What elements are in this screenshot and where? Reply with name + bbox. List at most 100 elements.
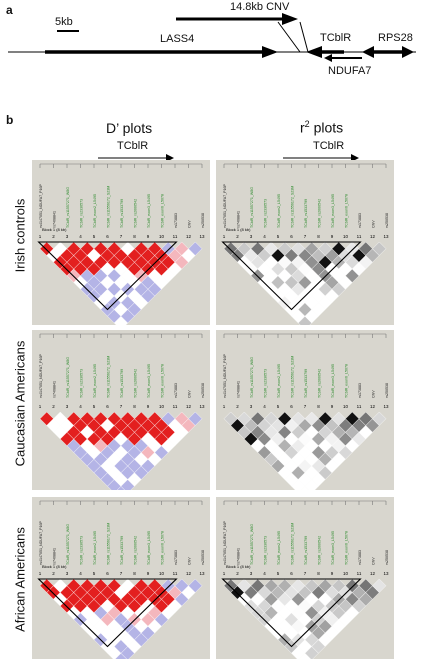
snp-index-label: 1 [223, 571, 226, 576]
scale-bar [57, 30, 79, 32]
snp-label: rs250538 [201, 550, 205, 565]
snp-index-label: 9 [331, 571, 334, 576]
snp-label: TCblR_rs11557271_W8G [66, 524, 70, 565]
snp-index-label: 9 [331, 404, 334, 409]
snp-label: TCblR_rs1533799 [304, 369, 308, 398]
snp-index-label: 9 [331, 234, 334, 239]
snp-label: TCblR_rs11557271_W8G [66, 187, 70, 228]
snp-index-label: 6 [290, 404, 293, 409]
dprime-arrow-gene-label: TCblR [117, 140, 149, 152]
snp-label: TCblR_rs2000542 [318, 199, 322, 228]
haplotype-block-outline [37, 241, 178, 311]
snp-label: TCblR_exon3_L5495 [331, 364, 335, 398]
ld-diamond [116, 485, 126, 490]
cnv-label: 14.8kb CNV [230, 1, 290, 13]
snp-label: TCblR_rs11556172_S23M [107, 356, 111, 398]
snp-index-label: 13 [199, 404, 205, 409]
snp-label: TCblR_rs2336573 [264, 536, 268, 565]
snp-label: TCblR_rs11556172_S23M [107, 186, 111, 228]
block-label: Block 1 (8 kb) [226, 564, 251, 569]
snp-index-label: 1 [39, 571, 42, 576]
ld-plot-irish-dprime: rs4147051_NDUFA7_P16P rs7408841 TCblR_rs11… [32, 160, 210, 325]
row-label-african: African Americans [12, 527, 28, 632]
snp-index-label: 12 [370, 404, 376, 409]
snp-label: TCblR_rs1533799 [304, 199, 308, 228]
snp-label: rs173883 [174, 550, 178, 565]
snp-index-label: 8 [133, 234, 136, 239]
snp-index-label: 12 [186, 571, 192, 576]
snp-label: TCblR_rs2336573 [264, 199, 268, 228]
snp-label: rs4147051_NDUFA7_P16P [39, 183, 43, 228]
snp-label: CNV [372, 220, 376, 228]
snp-label: TCblR_rs1533799 [120, 536, 124, 565]
snp-label: TCblR_exon6_L5078 [161, 531, 165, 565]
snp-index-label: 1 [39, 404, 42, 409]
snp-label: rs7408841 [53, 381, 57, 398]
snp-label: rs7408841 [53, 211, 57, 228]
snp-label: TCblR_rs11556172_S23M [291, 356, 295, 398]
snp-index-label: 6 [290, 234, 293, 239]
snp-label: rs173883 [358, 383, 362, 398]
snp-index-label: 2 [52, 404, 55, 409]
ld-plot-caucasian-r2: rs4147051_NDUFA7_P16P rs7408841 TCblR_rs11… [216, 330, 394, 490]
snp-index-label: 8 [317, 404, 320, 409]
snp-label: TCblR_rs2336573 [264, 369, 268, 398]
gene-map [8, 13, 416, 62]
snp-index-label: 7 [120, 571, 123, 576]
snp-index-label: 11 [173, 571, 178, 576]
snp-label: TCblR_rs2336573 [80, 199, 84, 228]
snp-label: TCblR_rs2336573 [80, 536, 84, 565]
snp-label: TCblR_rs11557271_W8G [250, 187, 254, 228]
gene-label-ndufa7: NDUFA7 [328, 65, 372, 77]
snp-label: rs7408841 [53, 548, 57, 565]
panel-a-label: a [6, 3, 13, 17]
ld-diamond [372, 241, 387, 256]
snp-index-label: 10 [159, 571, 165, 576]
panel-b-label: b [6, 113, 14, 127]
snp-index-label: 8 [317, 234, 320, 239]
snp-index-label: 6 [106, 404, 109, 409]
snp-label: rs250538 [201, 213, 205, 228]
snp-label: TCblR_exon6_L5078 [161, 364, 165, 398]
snp-label: rs173883 [174, 383, 178, 398]
snp-index-label: 3 [250, 571, 253, 576]
block-label: Block 1 (8 kb) [42, 564, 67, 569]
haplotype-block-outline [221, 241, 362, 311]
snp-label: rs4147051_NDUFA7_P16P [39, 520, 43, 565]
snp-label: CNV [188, 220, 192, 228]
ld-diamond [188, 241, 203, 256]
snp-label: rs7408841 [237, 211, 241, 228]
snp-label: TCblR_rs2000542 [134, 536, 138, 565]
r2-title-rest: plots [309, 119, 344, 136]
snp-index-label: 3 [250, 404, 253, 409]
snp-label: TCblR_rs2336573 [80, 369, 84, 398]
ld-diamond [372, 411, 387, 426]
snp-index-label: 3 [66, 404, 69, 409]
snp-index-label: 6 [106, 234, 109, 239]
snp-index-label: 3 [66, 571, 69, 576]
snp-label: rs250538 [385, 213, 389, 228]
snp-label: TCblR_rs11556172_S23M [291, 186, 295, 228]
ld-plot-caucasian-dprime: rs4147051_NDUFA7_P16P rs7408841 TCblR_rs11… [32, 330, 210, 490]
gene-label-tcblr: TCblR [320, 32, 352, 44]
ld-diamond [300, 485, 310, 490]
snp-index-label: 12 [186, 234, 192, 239]
snp-index-label: 6 [290, 571, 293, 576]
snp-label: rs173883 [358, 213, 362, 228]
snp-index-label: 10 [343, 234, 349, 239]
snp-index-label: 1 [39, 234, 42, 239]
snp-label: TCblR_rs11556172_S23M [291, 523, 295, 565]
snp-index-label: 3 [250, 234, 253, 239]
snp-index-label: 5 [277, 404, 280, 409]
r2-title-sup: 2 [304, 119, 310, 129]
snp-label: TCblR_rs2000542 [134, 369, 138, 398]
row-label-caucasian: Caucasian Americans [12, 340, 28, 467]
snp-index-label: 4 [263, 404, 266, 409]
snp-index-label: 2 [236, 404, 239, 409]
snp-index-label: 6 [106, 571, 109, 576]
snp-index-label: 1 [223, 234, 226, 239]
snp-index-label: 1 [223, 404, 226, 409]
snp-index-label: 4 [79, 571, 82, 576]
ld-plot-african-r2: rs4147051_NDUFA7_P16P rs7408841 TCblR_rs11… [216, 497, 394, 659]
snp-index-label: 11 [357, 404, 362, 409]
